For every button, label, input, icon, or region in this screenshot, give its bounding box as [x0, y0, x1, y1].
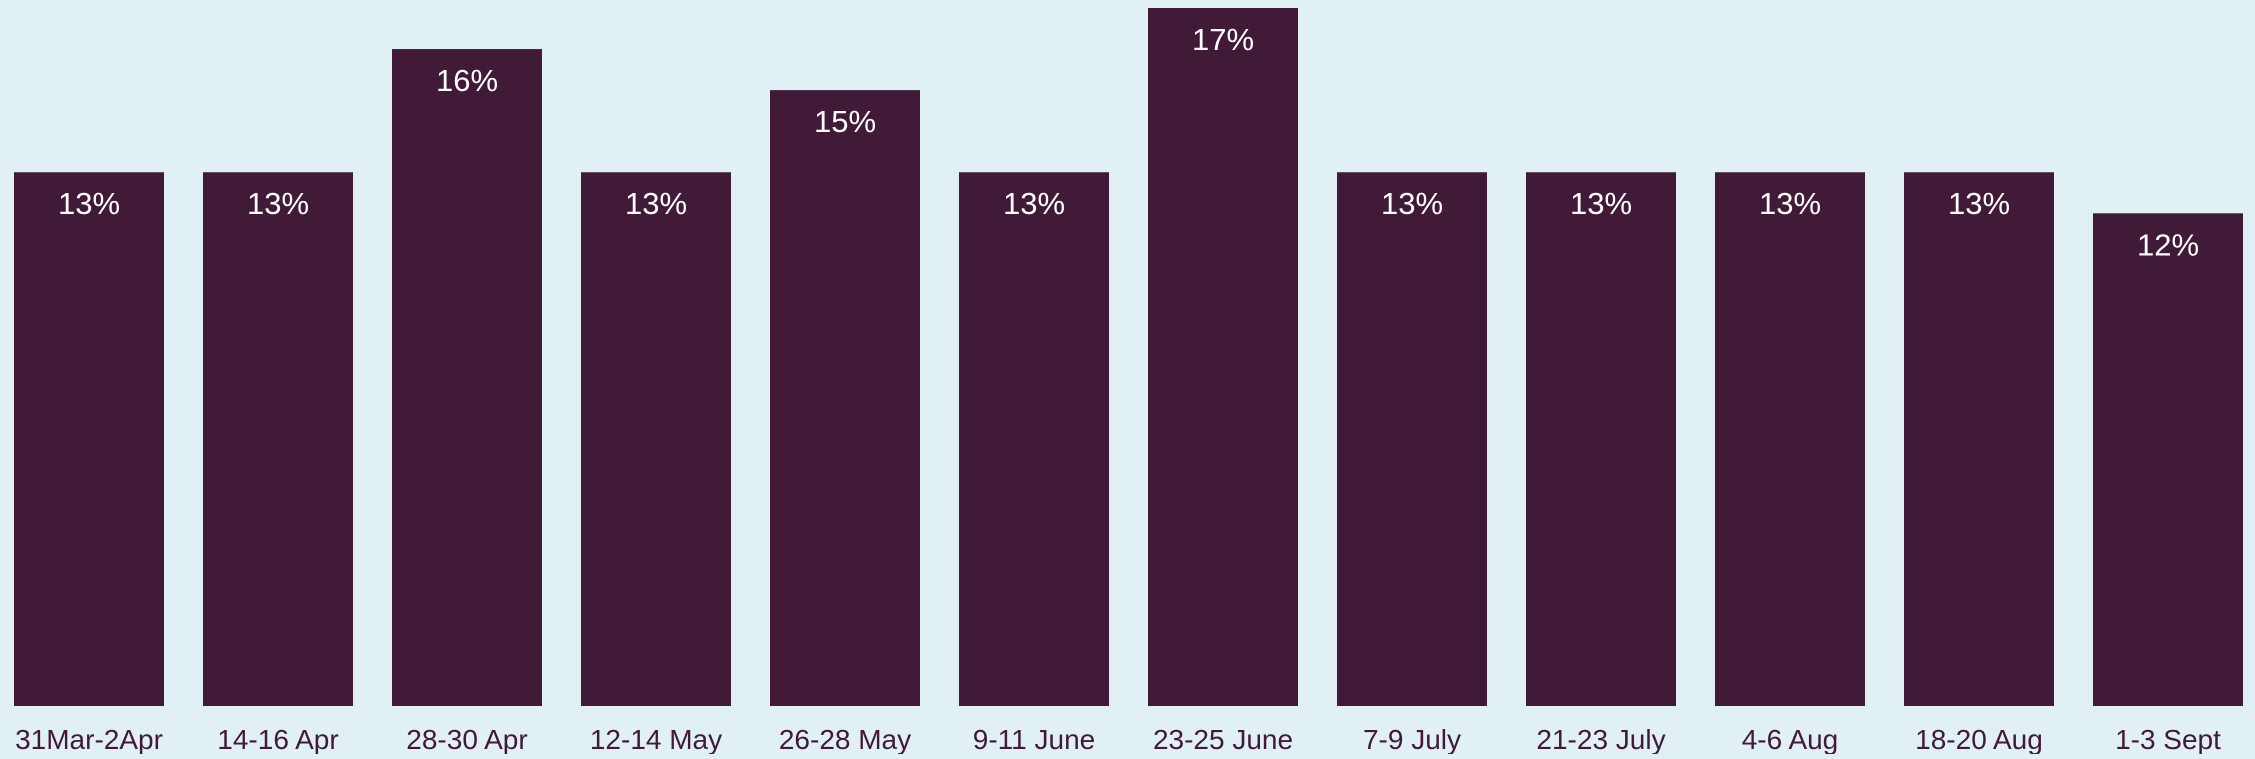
bar-9 [1715, 172, 1865, 706]
x-tick-label-5: 9-11 June [973, 724, 1095, 754]
x-tick-label-7: 7-9 July [1363, 724, 1461, 754]
bar-3 [581, 172, 731, 706]
bar-2 [392, 49, 542, 706]
data-label-7: 13% [1381, 186, 1443, 221]
x-tick-label-8: 21-23 July [1536, 724, 1665, 754]
bar-10 [1904, 172, 2054, 706]
x-tick-label-0: 31Mar-2Apr [15, 724, 163, 754]
data-label-9: 13% [1759, 186, 1821, 221]
x-tick-label-2: 28-30 Apr [406, 724, 527, 754]
x-tick-label-1: 14-16 Apr [217, 724, 338, 754]
data-label-4: 15% [814, 104, 876, 139]
bar-1 [203, 172, 353, 706]
data-label-0: 13% [58, 186, 120, 221]
bars [14, 8, 2243, 706]
bar-6 [1148, 8, 1298, 706]
data-label-8: 13% [1570, 186, 1632, 221]
bar-7 [1337, 172, 1487, 706]
data-label-1: 13% [247, 186, 309, 221]
value-labels: 13% 13% 16% 13% 15% 13% 17% 13% 13% 13% 13% 12% [58, 22, 2199, 262]
bar-4 [770, 90, 920, 706]
data-label-11: 12% [2137, 227, 2199, 262]
x-tick-label-10: 18-20 Aug [1915, 724, 2043, 754]
data-label-2: 16% [436, 63, 498, 98]
bar-0 [14, 172, 164, 706]
data-label-3: 13% [625, 186, 687, 221]
x-tick-label-4: 26-28 May [779, 724, 911, 754]
x-tick-label-3: 12-14 May [590, 724, 722, 754]
data-label-10: 13% [1948, 186, 2010, 221]
x-tick-label-11: 1-3 Sept [2115, 724, 2221, 754]
bar-5 [959, 172, 1109, 706]
x-tick-labels: 31Mar-2Apr 14-16 Apr 28-30 Apr 12-14 May 26-… [15, 724, 2221, 755]
data-label-5: 13% [1003, 186, 1065, 221]
x-tick-label-6: 23-25 June [1153, 724, 1293, 754]
bar-11 [2093, 213, 2243, 706]
data-label-6: 17% [1192, 22, 1254, 57]
bar-8 [1526, 172, 1676, 706]
x-tick-label-9: 4-6 Aug [1742, 724, 1839, 754]
